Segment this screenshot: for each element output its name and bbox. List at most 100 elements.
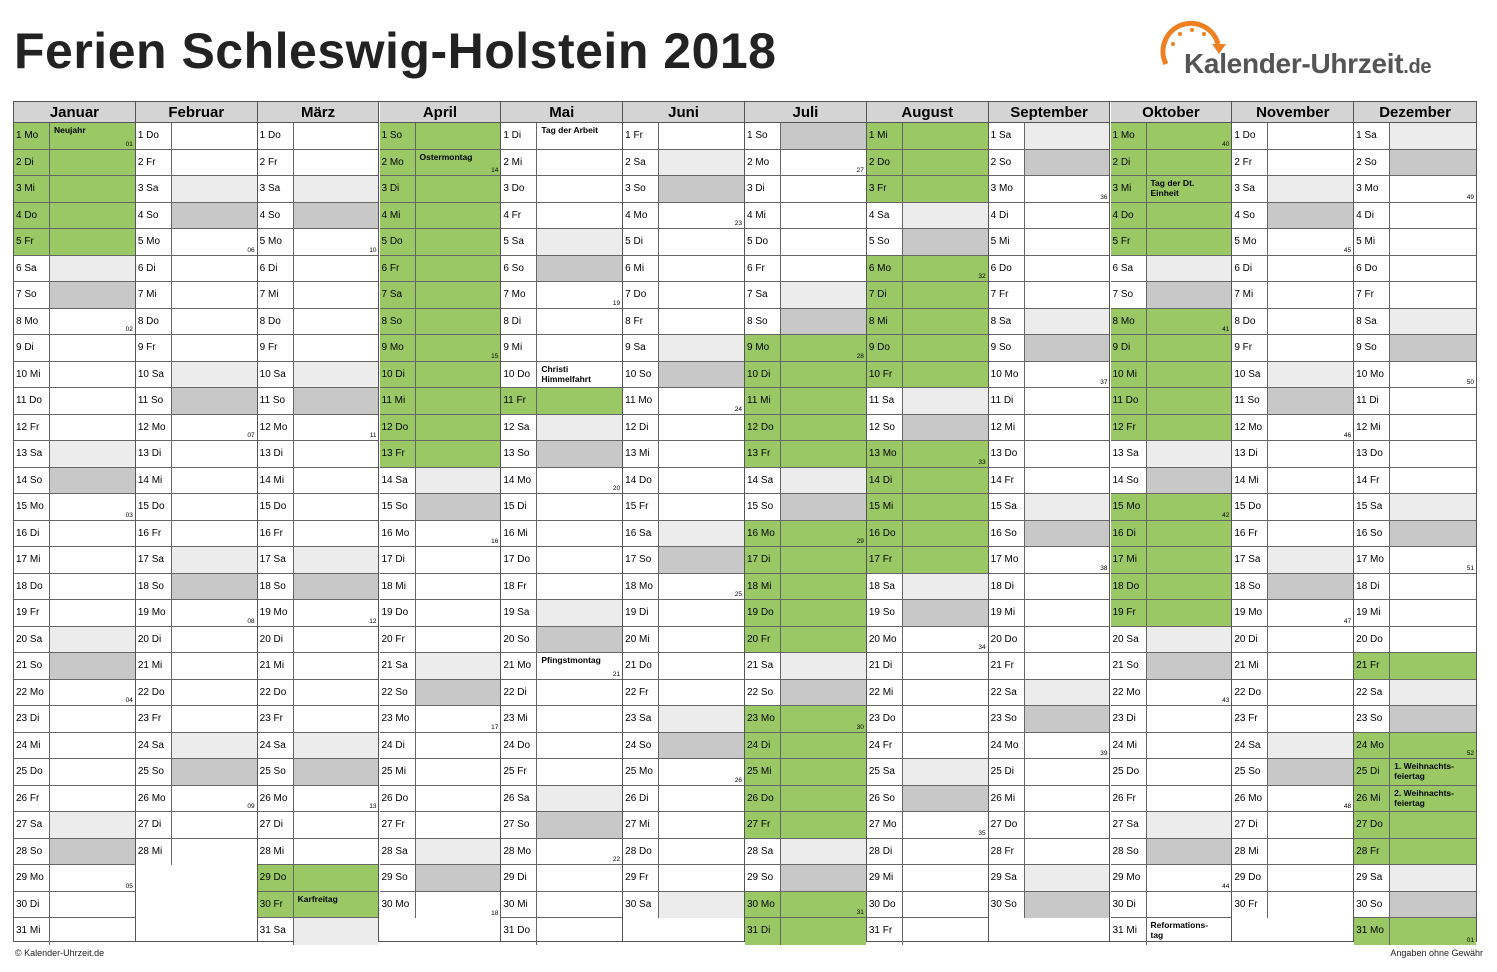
day-cell: 18 Mo 25 [623, 573, 744, 600]
day-cell: 30 Do [866, 891, 988, 918]
day-label: 11 Mi [745, 388, 781, 414]
day-cell: 6 Di [135, 255, 257, 282]
week-number: 29 [856, 538, 864, 545]
day-label: 20 Sa [1111, 626, 1147, 652]
day-label: 22 Mo [1111, 679, 1147, 705]
day-fill [1146, 176, 1232, 202]
day-fill [172, 521, 257, 547]
day-fill [1268, 547, 1354, 573]
day-cell: 21 Di [866, 653, 988, 680]
day-cell: 3 Di [745, 176, 866, 203]
day-fill [902, 388, 988, 414]
day-cell: 7 Mo 19 [501, 282, 623, 309]
day-fill [1147, 865, 1232, 891]
day-label: 29 Di [501, 865, 538, 891]
day-fill [781, 229, 866, 255]
day-cell: 26 Fr [14, 785, 135, 812]
day-label: 3 Mi [14, 176, 50, 202]
day-label: 18 Di [1354, 573, 1391, 599]
day-fill [294, 521, 379, 547]
day-cell: 22 Fr [623, 679, 744, 706]
day-cell: 28 Mi [136, 838, 257, 865]
day-label: 19 Mo [258, 600, 294, 626]
day-label: 26 Mi [1354, 785, 1391, 811]
week-number: 51 [1466, 564, 1474, 572]
day-fill [50, 149, 135, 175]
day-fill [172, 706, 257, 732]
day-fill [1390, 785, 1476, 811]
logo[interactable]: Kalender-Uhrzeit.de [1152, 14, 1482, 86]
month-header: September [988, 102, 1110, 123]
day-fill [293, 361, 379, 387]
day-cell: 5 Di [623, 229, 744, 256]
day-label: 1 Sa [1354, 123, 1391, 149]
day-fill [1146, 812, 1232, 838]
day-cell: 6 Mi [623, 255, 744, 282]
day-fill [50, 892, 135, 918]
day-label: 8 Sa [989, 308, 1025, 334]
day-fill [1146, 494, 1232, 520]
day-cell: 22 So [745, 679, 866, 706]
day-cell: 2 Fr [135, 149, 257, 176]
day-label: 11 So [258, 388, 294, 414]
day-fill [171, 573, 257, 599]
day-cell: 13 Do [1354, 441, 1476, 468]
day-fill [659, 812, 744, 838]
day-cell: 17 Di [379, 547, 501, 574]
day-label: 31 Mi [14, 918, 50, 945]
day-label: 28 Mi [136, 838, 172, 865]
day-fill [415, 202, 501, 228]
day-cell: 6 Sa [1110, 255, 1232, 282]
day-cell: 14 Mi [257, 467, 379, 494]
day-label: 20 Sa [14, 626, 50, 652]
day-fill [903, 653, 988, 679]
day-label: 24 Di [380, 732, 416, 758]
day-label: 22 So [745, 679, 781, 705]
day-fill [537, 547, 622, 573]
day-fill [1025, 282, 1110, 308]
day-fill [1147, 892, 1232, 918]
day-fill [50, 362, 135, 388]
day-label: 10 Do [501, 361, 538, 387]
day-fill [1025, 759, 1110, 785]
day-cell: 26 Mo 13 [257, 785, 379, 812]
day-fill [1390, 282, 1476, 308]
day-label: 11 Fr [501, 388, 538, 414]
day-label: 31 Di [745, 918, 781, 945]
day-label: 6 Mo [866, 255, 903, 281]
day-label: 10 Sa [136, 361, 172, 387]
day-fill [1025, 600, 1110, 626]
day-cell: 17 Fr [866, 547, 988, 574]
day-label: 19 Sa [501, 600, 538, 626]
week-number: 35 [978, 829, 986, 837]
day-label: 31 Mo [1354, 918, 1391, 945]
day-label: 27 Fr [745, 812, 781, 838]
day-label: 14 Di [866, 467, 903, 493]
day-cell: 1 Sa [1354, 123, 1476, 150]
day-fill [1025, 176, 1110, 202]
day-fill [294, 786, 379, 812]
day-cell: 27 So [501, 812, 623, 839]
day-cell: 1 So [745, 123, 866, 150]
day-cell: 23 So [1354, 706, 1476, 733]
day-label: 11 Mo [623, 388, 660, 414]
day-cell: 5 Mo 06 [135, 229, 257, 256]
day-label: 2 So [989, 149, 1025, 175]
day-cell: 4 So [1232, 202, 1354, 229]
day-cell: 24 Mo 39 [988, 732, 1110, 759]
day-label: 16 Di [14, 520, 50, 546]
day-label: 17 So [623, 547, 660, 573]
month-column: Juni 1 Fr 2 Sa 3 So 4 Mo 23 5 Di 6 Mi 7 Do 8 Fr 9 … [623, 102, 745, 941]
day-fill [1025, 786, 1110, 812]
day-fill [415, 467, 501, 493]
day-cell: 13 Do [988, 441, 1110, 468]
day-label: 18 Do [14, 573, 50, 599]
day-label: 29 Sa [1354, 865, 1391, 891]
day-fill [902, 202, 988, 228]
day-label: 11 Mi [379, 388, 416, 414]
day-label: 8 Mi [866, 308, 903, 334]
day-fill [1390, 706, 1476, 732]
day-fill [781, 308, 866, 334]
day-cell: 24 Di [379, 732, 501, 759]
day-fill [1146, 573, 1232, 599]
